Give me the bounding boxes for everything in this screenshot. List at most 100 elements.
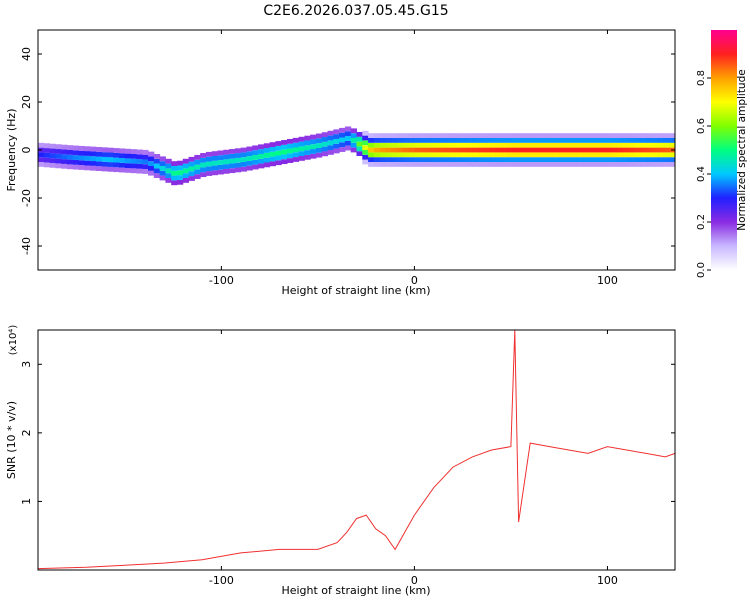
spectrogram-cell: [402, 138, 410, 143]
spectrogram-cell: [43, 143, 51, 149]
spectrogram-cell: [518, 133, 525, 138]
spectrogram-cell: [292, 147, 300, 153]
spectrogram-cell: [582, 133, 589, 138]
spectrogram-cell: [541, 152, 549, 158]
spectrogram-cell: [55, 144, 62, 150]
spectrogram-cell: [269, 161, 276, 167]
spectrogram-cell: [408, 147, 415, 153]
spectrogram-cell: [431, 142, 439, 148]
spectrogram-cell: [142, 149, 149, 155]
spectrogram-cell: [547, 138, 554, 143]
spectrogram-cell: [622, 152, 630, 158]
spectrogram-cell: [547, 162, 554, 167]
spectrogram-cell: [449, 133, 456, 138]
spectrogram-cell: [576, 142, 583, 148]
spectrogram-cell: [124, 168, 132, 173]
spectrogram-cell: [205, 166, 213, 172]
spectrogram-cell: [43, 157, 51, 163]
spectrogram-cell: [217, 164, 224, 170]
spectrogram-cell: [559, 162, 566, 167]
spectrogram-cell: [593, 152, 601, 158]
spectrogram-cell: [153, 158, 161, 164]
spectrogram-cell: [408, 157, 415, 162]
spectrogram-cell: [368, 152, 375, 158]
spectrogram-cell: [605, 157, 612, 162]
spectrogram-cell: [148, 166, 155, 171]
spectrogram-cell: [385, 142, 392, 148]
spectrogram-cell: [315, 138, 323, 144]
spectrogram-cell: [547, 157, 554, 162]
spectrogram-cell: [449, 138, 456, 143]
spectrogram-cell: [55, 158, 62, 164]
spectrogram-cell: [617, 157, 624, 162]
spectrogram-cell: [402, 162, 410, 167]
spectrogram-cell: [414, 142, 421, 148]
spectrogram-cell: [200, 162, 207, 168]
spectrogram-cell: [553, 147, 560, 153]
spectrogram-cell: [130, 153, 137, 159]
spectrogram-cell: [362, 130, 369, 136]
spectrogram-cell: [292, 142, 300, 148]
spectrogram-cell: [66, 164, 74, 170]
spectrogram-cell: [368, 133, 375, 138]
spectrogram-cell: [599, 138, 607, 143]
spectrogram-cell: [651, 142, 659, 148]
spectrogram-cell: [588, 157, 595, 162]
spectrogram-cell: [582, 162, 589, 167]
spectrogram-cell: [611, 157, 618, 162]
spectrogram-cell: [49, 162, 56, 168]
spectrogram-cell: [119, 167, 126, 173]
spectrogram-cell: [472, 147, 479, 153]
spectrogram-cell: [321, 141, 329, 147]
spectrogram-cell: [524, 147, 531, 153]
spectrogram-cell: [553, 162, 560, 167]
spectrogram-cell: [420, 138, 427, 143]
y-tick-label: -20: [20, 189, 33, 207]
spectrogram-cell: [72, 164, 80, 170]
spectrogram-cell: [391, 157, 398, 162]
spectrogram-cell: [78, 165, 85, 170]
spectrogram-cell: [176, 179, 184, 185]
spectrogram-cell: [159, 175, 166, 181]
spectrogram-cell: [634, 147, 641, 153]
spectrogram-cell: [223, 149, 230, 155]
spectrogram-cell: [281, 154, 288, 160]
spectrogram-cell: [559, 152, 566, 158]
spectrogram-cell: [524, 157, 531, 162]
spectrogram-cell: [617, 138, 624, 143]
spectrogram-cell: [431, 138, 439, 143]
spectrogram-cell: [646, 138, 653, 143]
spectrogram-cell: [298, 136, 305, 142]
spectrogram-cell: [234, 157, 242, 163]
snr-y-ticks: 1 2 3: [20, 361, 675, 505]
snr-x-ticks: -100 0 100: [209, 330, 618, 587]
spectrogram-cell: [391, 152, 398, 158]
x-tick-label: 100: [597, 274, 618, 287]
spectrogram-cell: [454, 138, 462, 143]
spectrogram-cell: [570, 147, 578, 153]
spectrogram-cell: [252, 164, 259, 170]
spectrogram-cell: [640, 157, 647, 162]
spectrogram-cell: [240, 152, 247, 158]
spectrogram-cell: [84, 146, 91, 152]
spectrogram-cell: [646, 162, 653, 167]
spectrogram-cell: [536, 162, 543, 167]
spectrogram-cell: [663, 157, 670, 162]
spectrogram-cell: [258, 144, 265, 150]
spectrogram-cell: [547, 142, 554, 148]
spectrogram-cell: [142, 164, 149, 170]
y-tick-label: 1: [20, 498, 33, 505]
spectrogram-cell: [107, 162, 114, 167]
spectrogram-cell: [153, 173, 161, 178]
spectrogram-cell: [229, 158, 236, 164]
spectrogram-cell: [605, 147, 612, 153]
spectrogram-cell: [43, 152, 51, 158]
spectrogram-cell: [541, 133, 549, 138]
spectrogram-cell: [622, 138, 630, 143]
spectrogram-cell: [223, 168, 230, 174]
spectrogram-cell: [107, 147, 114, 153]
spectrogram-cell: [165, 158, 172, 164]
colorbar: 0.0 0.2 0.4 0.6 0.8 Normalized spectral ampl…: [696, 30, 748, 278]
spectrogram-cell: [599, 152, 607, 158]
